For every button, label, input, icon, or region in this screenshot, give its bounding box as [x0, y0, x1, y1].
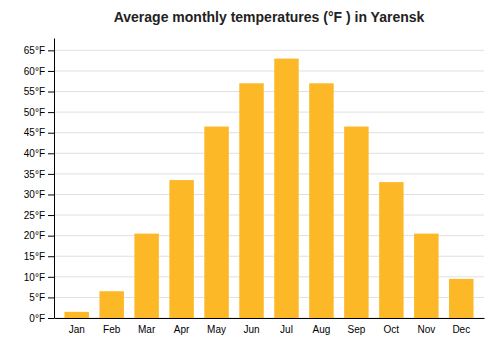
chart-container: 0°F 5°F 10°F 15°F 20°F 25°F 30°F 35°F 40°F 45°F 50…: [0, 0, 500, 350]
y-tick: 40°F: [24, 148, 54, 159]
y-tick: 15°F: [24, 251, 54, 262]
x-axis: Jan Feb Mar Apr May Jun Jul Aug Sep Oct Nov Dec: [55, 319, 485, 336]
y-tick-label: 5°F: [29, 292, 45, 303]
y-tick-mark: [48, 277, 54, 278]
y-tick-label: 20°F: [24, 230, 45, 241]
plot-area: [64, 59, 473, 318]
x-tick-label: Nov: [417, 324, 435, 335]
y-tick: 55°F: [24, 86, 54, 97]
y-tick-mark: [48, 133, 54, 134]
y-axis-line: [54, 39, 55, 319]
x-tick-label: Dec: [452, 324, 470, 335]
title: Average monthly temperatures (°F ) in Ya…: [114, 9, 425, 25]
y-tick: 65°F: [24, 45, 54, 56]
y-tick-label: 45°F: [24, 127, 45, 138]
y-tick-label: 0°F: [29, 313, 45, 324]
chart: 0°F 5°F 10°F 15°F 20°F 25°F 30°F 35°F 40°F 45°F 50…: [0, 0, 500, 350]
x-tick: May: [207, 324, 226, 335]
y-axis: 0°F 5°F 10°F 15°F 20°F 25°F 30°F 35°F 40°F 45°F 50…: [24, 39, 55, 324]
y-tick: 20°F: [24, 230, 54, 241]
bar: [134, 234, 158, 318]
x-tick: Sep: [347, 324, 365, 335]
x-tick: Jan: [69, 324, 85, 335]
bar: [99, 291, 123, 318]
x-tick: Dec: [452, 324, 470, 335]
y-tick-label: 15°F: [24, 251, 45, 262]
y-tick-mark: [48, 92, 54, 93]
y-tick: 5°F: [29, 292, 54, 303]
y-tick-mark: [48, 215, 54, 216]
y-tick: 60°F: [24, 66, 54, 77]
x-tick-label: Mar: [138, 324, 156, 335]
grid-line: [54, 173, 484, 174]
y-tick-mark: [48, 194, 54, 195]
y-tick-label: 50°F: [24, 107, 45, 118]
bar: [449, 279, 473, 318]
y-tick-label: 35°F: [24, 169, 45, 180]
grid-line: [54, 91, 484, 92]
y-tick: 45°F: [24, 127, 54, 138]
x-tick: Jul: [280, 324, 293, 335]
grid-line: [54, 215, 484, 216]
y-tick-mark: [48, 71, 54, 72]
x-tick: Oct: [384, 324, 400, 335]
bar: [274, 59, 298, 318]
grid: [54, 50, 484, 318]
y-tick-mark: [48, 236, 54, 237]
x-tick-label: Sep: [347, 324, 365, 335]
y-tick-mark: [48, 50, 54, 51]
y-tick: 0°F: [29, 313, 54, 324]
y-tick: 10°F: [24, 272, 54, 283]
y-tick-label: 25°F: [24, 210, 45, 221]
x-tick-label: Jun: [243, 324, 259, 335]
x-tick: Mar: [138, 324, 156, 335]
y-tick-label: 60°F: [24, 66, 45, 77]
y-tick: 25°F: [24, 210, 54, 221]
y-tick-label: 10°F: [24, 272, 45, 283]
bar: [239, 83, 263, 318]
x-tick: Nov: [417, 324, 435, 335]
grid-line: [54, 112, 484, 113]
y-tick: 35°F: [24, 169, 54, 180]
y-tick-mark: [48, 112, 54, 113]
x-tick-label: May: [207, 324, 226, 335]
y-tick-label: 65°F: [24, 45, 45, 56]
y-tick-mark: [48, 318, 54, 319]
y-tick-mark: [48, 153, 54, 154]
bar: [64, 312, 88, 318]
x-tick-label: Oct: [384, 324, 400, 335]
x-tick-label: Apr: [174, 324, 190, 335]
y-tick-label: 55°F: [24, 86, 45, 97]
grid-line: [54, 70, 484, 71]
y-tick: 50°F: [24, 107, 54, 118]
y-tick-mark: [48, 174, 54, 175]
y-tick-label: 40°F: [24, 148, 45, 159]
x-tick-label: Jul: [280, 324, 293, 335]
bar: [169, 180, 193, 318]
bar: [414, 234, 438, 318]
x-tick: Aug: [313, 324, 331, 335]
y-tick: 30°F: [24, 189, 54, 200]
x-tick-label: Aug: [313, 324, 331, 335]
bar: [379, 182, 403, 318]
x-tick-label: Jan: [69, 324, 85, 335]
grid-line: [54, 194, 484, 195]
x-tick-label: Feb: [103, 324, 121, 335]
grid-line: [54, 153, 484, 154]
x-tick: Jun: [243, 324, 259, 335]
grid-line: [54, 50, 484, 51]
grid-line: [54, 132, 484, 133]
y-tick-label: 30°F: [24, 189, 45, 200]
x-axis-line: [55, 318, 485, 319]
x-tick: Apr: [174, 324, 190, 335]
bar: [204, 127, 228, 318]
bar: [309, 83, 333, 318]
y-tick-mark: [48, 256, 54, 257]
y-tick-mark: [48, 297, 54, 298]
bar: [344, 127, 368, 318]
x-tick: Feb: [103, 324, 121, 335]
